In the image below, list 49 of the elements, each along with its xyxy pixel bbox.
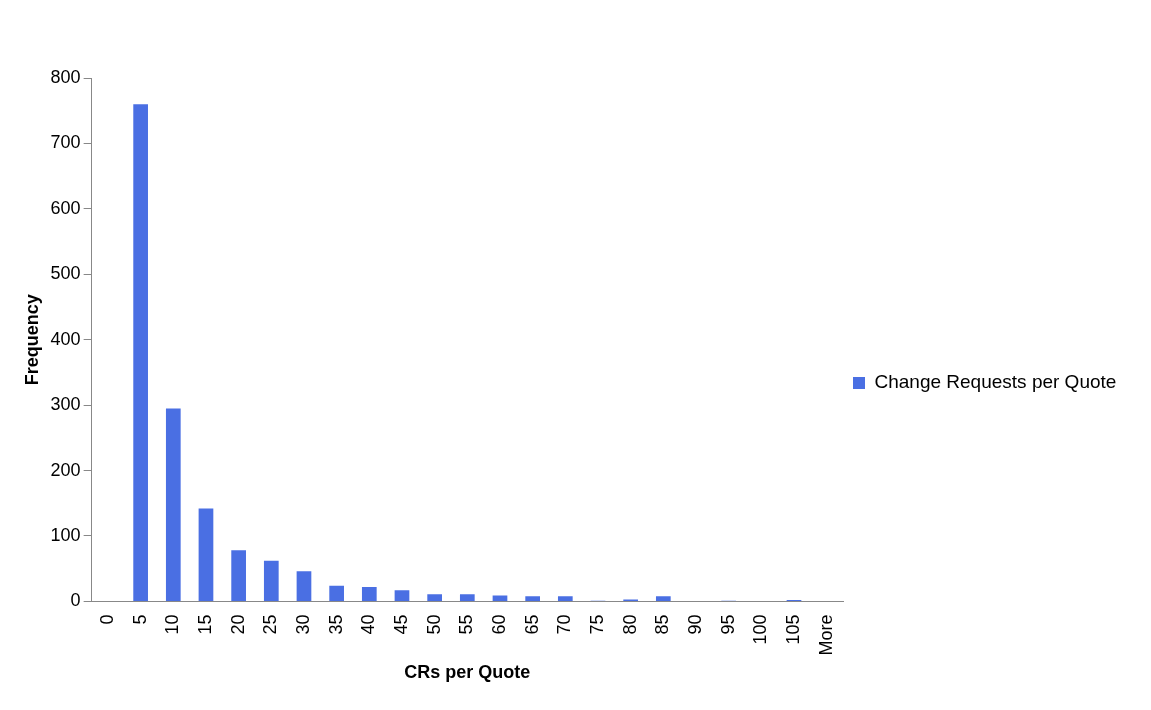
y-tick-label: 500: [50, 263, 81, 284]
x-tick-label: 65: [521, 614, 542, 635]
x-tick-label: 45: [390, 614, 411, 635]
bar: [394, 590, 410, 601]
bar: [361, 587, 377, 601]
y-tick-label: 200: [50, 459, 81, 480]
legend-label: Change Requests per Quote: [874, 371, 1117, 393]
y-tick-label: 100: [50, 524, 81, 545]
x-tick-label: 35: [325, 614, 346, 635]
x-tick-label: 15: [194, 614, 215, 635]
bar: [525, 596, 540, 601]
x-tick-label: 30: [292, 614, 313, 635]
bar: [296, 571, 312, 601]
y-tick-label: 400: [50, 328, 81, 349]
x-tick-label: 105: [782, 614, 803, 645]
y-tick-label: 800: [50, 66, 81, 87]
y-tick-label: 600: [50, 197, 81, 218]
x-tick-label: 40: [358, 614, 379, 635]
x-tick-label: 0: [96, 614, 117, 625]
y-axis-title: Frequency: [21, 294, 42, 386]
bar: [557, 596, 573, 601]
x-tick-label: 10: [162, 614, 183, 635]
bar: [198, 508, 214, 601]
x-tick-label: 60: [488, 614, 509, 635]
x-tick-label: 75: [586, 614, 607, 635]
x-tick-label: 80: [619, 614, 640, 635]
x-tick-label: 50: [423, 614, 444, 635]
x-tick-label: 20: [227, 614, 248, 635]
bar: [263, 560, 279, 601]
x-tick-label: 95: [717, 614, 738, 635]
bar: [231, 550, 246, 601]
bar: [427, 594, 442, 601]
bar: [655, 596, 671, 601]
x-tick-label: More: [815, 614, 836, 656]
bar: [165, 408, 181, 601]
x-tick-label: 25: [260, 614, 281, 635]
y-tick-label: 0: [70, 590, 81, 611]
x-tick-label: 55: [456, 614, 477, 635]
x-tick-label: 70: [554, 614, 575, 635]
y-tick-label: 700: [50, 132, 81, 153]
x-tick-label: 5: [129, 614, 150, 625]
y-tick-label: 300: [50, 394, 81, 415]
bar: [459, 594, 475, 601]
bar: [329, 585, 344, 601]
x-tick-label: 85: [652, 614, 673, 635]
x-axis-title: CRs per Quote: [404, 662, 531, 683]
x-tick-label: 90: [684, 614, 705, 635]
bar: [133, 104, 148, 601]
x-tick-label: 100: [750, 614, 771, 645]
